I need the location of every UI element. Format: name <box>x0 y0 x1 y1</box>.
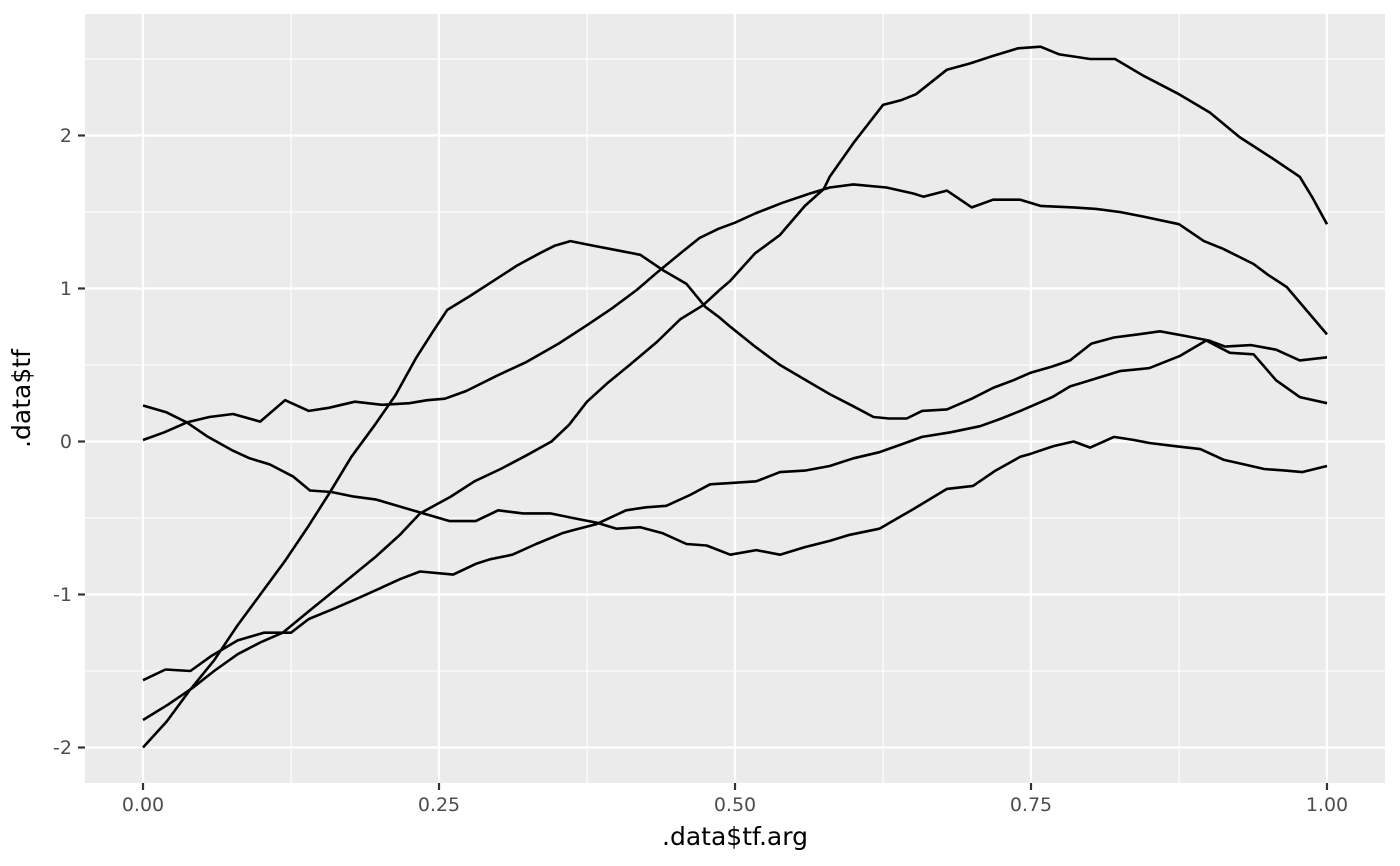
series-line-2 <box>142 183 1328 442</box>
series-line-5 <box>142 239 1328 749</box>
y-tick-label: 2 <box>60 125 72 147</box>
series-line-1 <box>142 404 1328 557</box>
y-tick-label: 1 <box>60 278 72 300</box>
y-axis-title: .data$tf <box>7 348 36 448</box>
x-tick-label: 1.00 <box>1306 794 1348 816</box>
x-axis-title: .data$tf.arg <box>662 822 808 851</box>
x-tick-label: 0.75 <box>1010 794 1052 816</box>
series-line-3 <box>142 339 1328 682</box>
x-tick-label: 0.25 <box>418 794 460 816</box>
y-tick-label: -2 <box>53 737 72 759</box>
y-tick-label: -1 <box>53 584 72 606</box>
x-tick-label: 0.50 <box>714 794 756 816</box>
series-line-4 <box>142 45 1329 722</box>
x-tick-label: 0.00 <box>122 794 164 816</box>
y-tick-label: 0 <box>60 431 72 453</box>
